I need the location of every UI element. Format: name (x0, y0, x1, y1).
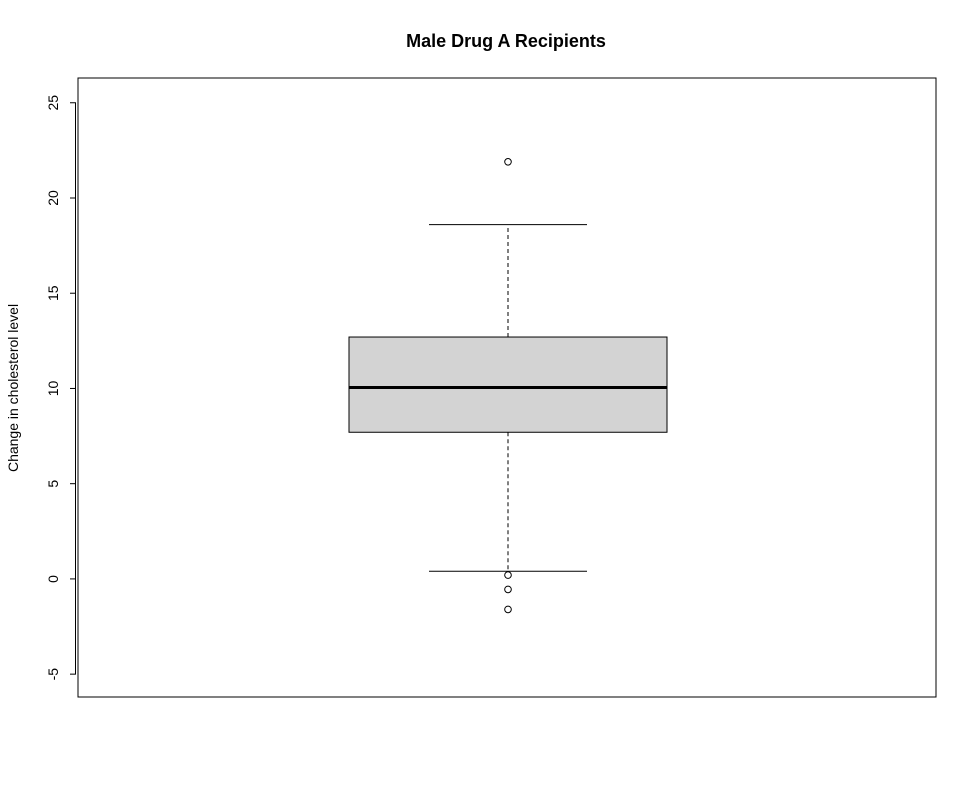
interquartile-box (348, 336, 668, 433)
chart-title: Male Drug A Recipients (406, 31, 606, 51)
y-tick-label: 20 (45, 190, 61, 206)
y-tick-label: 10 (45, 380, 61, 396)
y-tick-label: 15 (45, 285, 61, 301)
outlier-point (504, 605, 512, 614)
outlier-point (504, 158, 512, 166)
y-tick-label: -5 (45, 668, 61, 681)
outlier-point (504, 585, 512, 594)
plot-frame (77, 77, 937, 698)
y-axis-label: Change in cholesterol level (5, 304, 21, 472)
y-tick-label: 25 (45, 95, 61, 111)
box-plot (348, 158, 668, 614)
y-tick-label: 5 (45, 480, 61, 488)
y-tick-label: 0 (45, 575, 61, 583)
y-axis: -5 0 5 10 15 20 25 (45, 95, 76, 681)
outlier-point (504, 571, 512, 579)
